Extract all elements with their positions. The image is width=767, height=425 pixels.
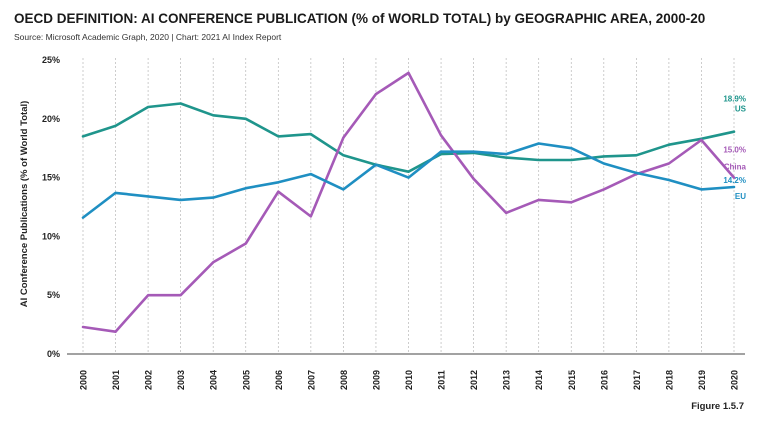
y-tick-label: 20%: [42, 114, 60, 124]
x-tick-label: 2013: [502, 370, 512, 390]
figure-label: Figure 1.5.7: [691, 401, 744, 412]
x-tick-label: 2019: [697, 370, 707, 390]
x-tick-label: 2007: [306, 370, 316, 390]
chart-title: OECD DEFINITION: AI CONFERENCE PUBLICATI…: [14, 11, 706, 26]
x-tick-label: 2011: [437, 370, 447, 390]
end-value-eu: 14.2%: [723, 176, 746, 185]
x-tick-label: 2009: [371, 370, 381, 390]
series: [81, 71, 736, 334]
series-line-china: [81, 71, 736, 334]
grid: [82, 58, 735, 354]
x-tick-label: 2016: [599, 370, 609, 390]
x-tick-label: 2001: [111, 370, 121, 390]
x-tick-label: 2005: [241, 370, 251, 390]
x-tick-label: 2014: [534, 370, 544, 390]
x-tick-label: 2020: [730, 370, 740, 390]
x-tick-label: 2017: [632, 370, 642, 390]
y-tick-label: 25%: [42, 55, 60, 65]
axes: 0% 5% 10% 15% 20% 25% 2000 2001 2002 2003 2004 2005…: [19, 55, 745, 390]
x-tick-label: 2018: [664, 370, 674, 390]
series-label-china: China: [724, 163, 747, 172]
x-tick-label: 2008: [339, 370, 349, 390]
x-tick-label: 2003: [176, 370, 186, 390]
x-tick-label: 2010: [404, 370, 414, 390]
series-line-us: [81, 102, 736, 173]
x-tick-label: 2004: [209, 370, 219, 390]
end-value-us: 18.9%: [723, 95, 746, 104]
y-tick-label: 5%: [47, 290, 60, 300]
end-labels: 18.9%US 15.0% China 14.2% EU: [723, 95, 746, 201]
x-tick-label: 2000: [79, 370, 89, 390]
series-label-eu: EU: [735, 192, 746, 201]
y-axis-title: AI Conference Publications (% of World T…: [19, 101, 30, 308]
y-tick-label: 10%: [42, 231, 60, 241]
y-tick-label: 15%: [42, 173, 60, 183]
chart-source: Source: Microsoft Academic Graph, 2020 |…: [14, 32, 282, 42]
x-tick-label: 2002: [144, 370, 154, 390]
x-tick-label: 2015: [567, 370, 577, 390]
x-tick-label: 2012: [469, 370, 479, 390]
x-tick-label: 2006: [274, 370, 284, 390]
series-line-eu: [81, 142, 736, 219]
series-label-us: US: [735, 105, 747, 114]
end-value-china: 15.0%: [723, 146, 746, 155]
y-tick-label: 0%: [47, 349, 60, 359]
